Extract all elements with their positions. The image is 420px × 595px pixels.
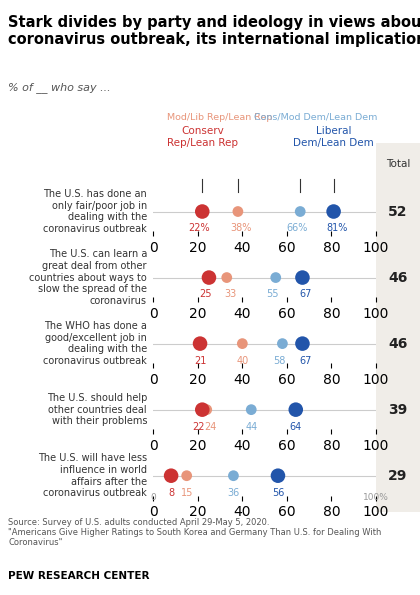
Point [199, 207, 206, 217]
Point [330, 207, 337, 217]
Text: 100%: 100% [363, 493, 389, 502]
Text: 22: 22 [193, 421, 205, 431]
Text: Cons/Mod Dem/Lean Dem: Cons/Mod Dem/Lean Dem [254, 113, 378, 122]
Text: The U.S. should help
other countries deal
with their problems: The U.S. should help other countries dea… [47, 393, 147, 426]
Point [297, 207, 304, 217]
Text: 25: 25 [200, 289, 212, 299]
Text: 67: 67 [299, 355, 312, 365]
Point [234, 207, 241, 217]
Text: 15: 15 [181, 487, 193, 497]
Text: 67: 67 [299, 289, 312, 299]
Text: 58: 58 [273, 355, 285, 365]
Text: 66%: 66% [286, 223, 307, 233]
Text: 36: 36 [227, 487, 239, 497]
Point [248, 405, 255, 414]
Text: 8: 8 [168, 487, 174, 497]
Text: Source: Survey of U.S. adults conducted April 29-May 5, 2020.
"Americans Give Hi: Source: Survey of U.S. adults conducted … [8, 518, 382, 547]
Text: 38%: 38% [231, 223, 252, 233]
Point [203, 405, 210, 414]
Text: 81%: 81% [326, 223, 348, 233]
Text: 56: 56 [272, 487, 284, 497]
Point [292, 405, 299, 414]
Text: Liberal
Dem/Lean Dem: Liberal Dem/Lean Dem [293, 126, 374, 148]
Text: 0: 0 [150, 493, 156, 502]
Text: 55: 55 [266, 289, 278, 299]
Text: 46: 46 [388, 271, 408, 284]
Text: PEW RESEARCH CENTER: PEW RESEARCH CENTER [8, 571, 150, 581]
Text: Total: Total [386, 159, 410, 168]
Text: The U.S. can learn a
great deal from other
countries about ways to
slow the spre: The U.S. can learn a great deal from oth… [29, 249, 147, 306]
Text: 22%: 22% [188, 223, 210, 233]
Text: 21: 21 [194, 355, 206, 365]
Point [279, 339, 286, 349]
Text: 40: 40 [236, 355, 249, 365]
Text: The WHO has done a
good/excellent job in
dealing with the
coronavirus outbreak: The WHO has done a good/excellent job in… [43, 321, 147, 366]
Text: 33: 33 [224, 289, 236, 299]
Text: 29: 29 [388, 469, 408, 483]
Text: 46: 46 [388, 337, 408, 350]
Text: Mod/Lib Rep/Lean Rep: Mod/Lib Rep/Lean Rep [168, 113, 273, 122]
Point [184, 471, 190, 481]
Point [273, 273, 279, 282]
Text: % of __ who say ...: % of __ who say ... [8, 82, 111, 93]
Point [299, 273, 306, 282]
Point [275, 471, 281, 481]
Text: 52: 52 [388, 205, 408, 218]
Point [197, 339, 203, 349]
Text: 44: 44 [245, 421, 257, 431]
Point [239, 339, 246, 349]
Text: 39: 39 [388, 403, 407, 416]
Text: The U.S. has done an
only fair/poor job in
dealing with the
coronavirus outbreak: The U.S. has done an only fair/poor job … [43, 189, 147, 234]
Text: 64: 64 [290, 421, 302, 431]
Point [168, 471, 174, 481]
Point [206, 273, 212, 282]
Point [223, 273, 230, 282]
Text: Conserv
Rep/Lean Rep: Conserv Rep/Lean Rep [167, 126, 238, 148]
Text: 24: 24 [204, 421, 216, 431]
Point [230, 471, 237, 481]
Point [299, 339, 306, 349]
Text: The U.S. will have less
influence in world
affairs after the
coronavirus outbrea: The U.S. will have less influence in wor… [38, 453, 147, 498]
Text: Stark divides by party and ideology in views about the
coronavirus outbreak, its: Stark divides by party and ideology in v… [8, 15, 420, 47]
Point [199, 405, 206, 414]
